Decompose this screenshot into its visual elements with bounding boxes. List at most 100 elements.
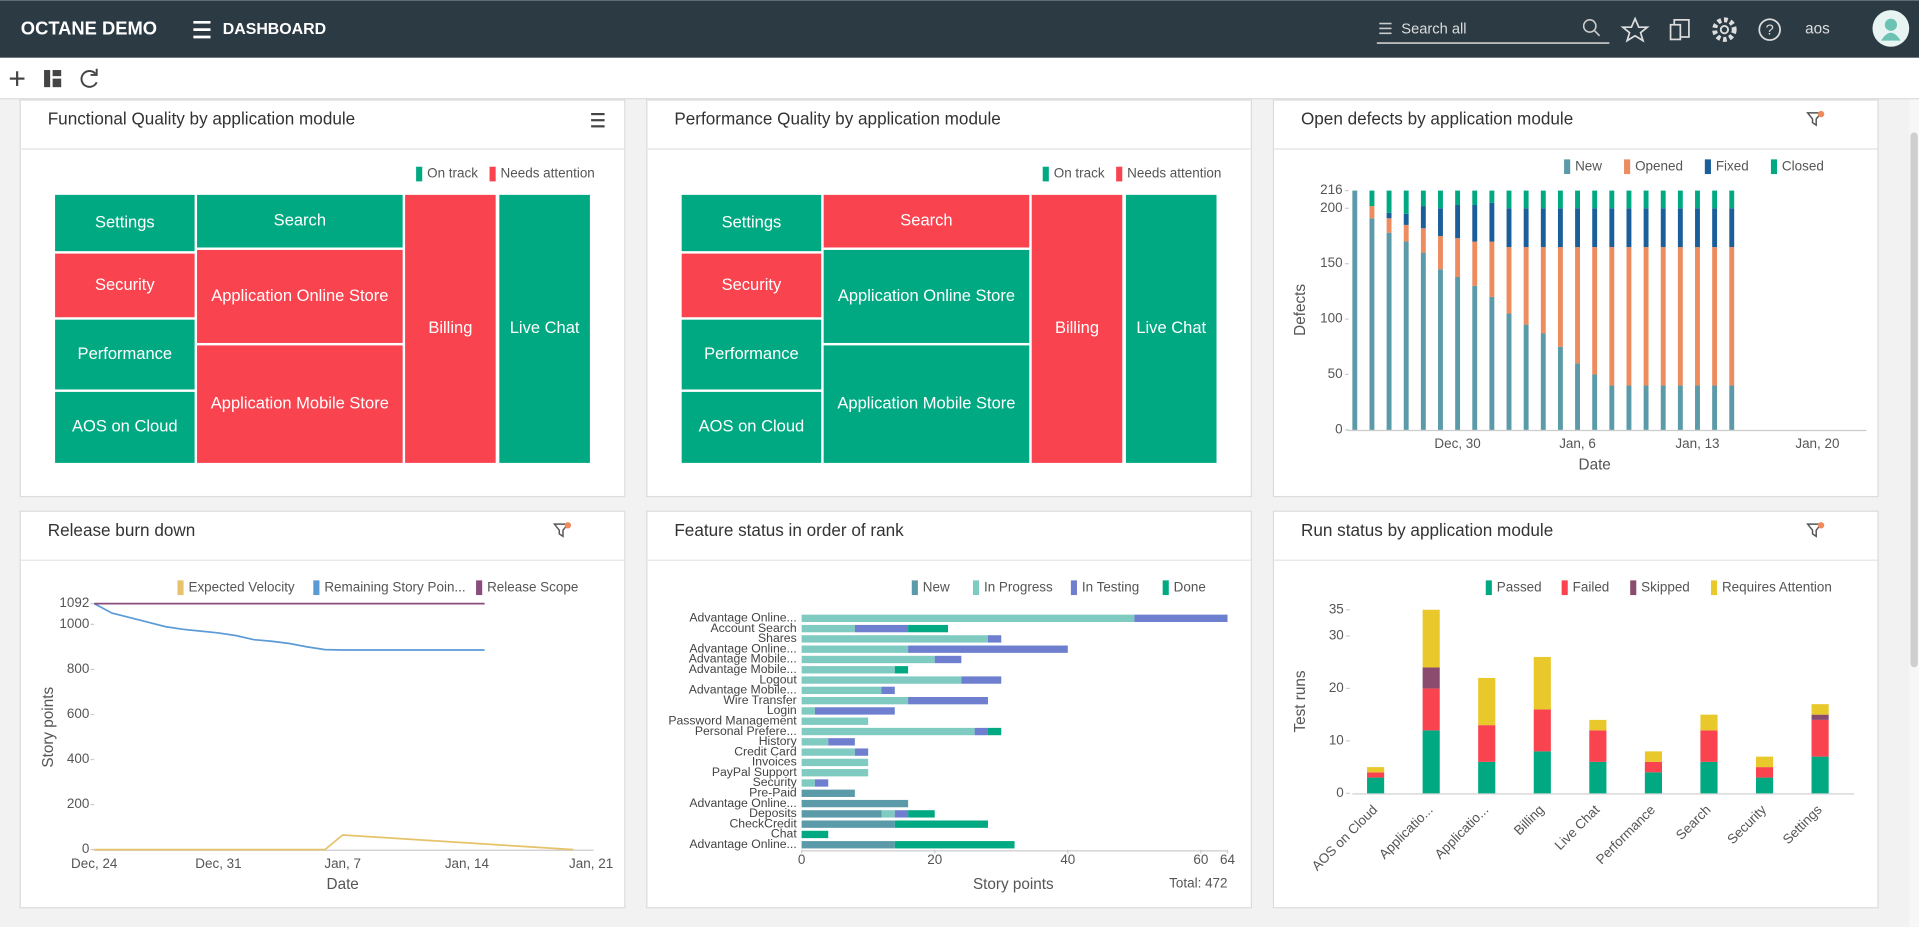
bar-segment[interactable]	[854, 748, 869, 756]
bar-segment[interactable]	[961, 676, 1002, 684]
bar-segment[interactable]	[1472, 204, 1478, 242]
bar-segment[interactable]	[1677, 190, 1683, 209]
bar-segment[interactable]	[894, 666, 909, 674]
bar-segment[interactable]	[801, 738, 829, 746]
bar-segment[interactable]	[1489, 190, 1495, 203]
bar-segment[interactable]	[1712, 190, 1718, 209]
bar-segment[interactable]	[1575, 363, 1580, 430]
bar-segment[interactable]	[1677, 247, 1683, 386]
widget-filter-icon[interactable]	[1806, 110, 1825, 127]
bar-segment[interactable]	[1660, 208, 1666, 248]
bar-segment[interactable]	[1422, 667, 1440, 689]
bar-segment[interactable]	[1422, 730, 1440, 794]
bar-segment[interactable]	[1557, 247, 1563, 347]
bar-segment[interactable]	[1700, 761, 1718, 794]
bar-segment[interactable]	[894, 841, 1015, 849]
treemap-cell[interactable]	[1125, 194, 1217, 463]
bar-segment[interactable]	[1575, 247, 1580, 364]
bar-segment[interactable]	[1811, 719, 1829, 757]
add-widget-button[interactable]	[9, 71, 25, 86]
bar-segment[interactable]	[1592, 190, 1598, 209]
bar-segment[interactable]	[1478, 761, 1496, 794]
search-input[interactable]: Search all	[1401, 22, 1466, 38]
bar-segment[interactable]	[1626, 385, 1632, 430]
bar-segment[interactable]	[1403, 190, 1409, 214]
bar-segment[interactable]	[1811, 714, 1829, 720]
bar-segment[interactable]	[974, 727, 988, 736]
bar-segment[interactable]	[1506, 313, 1512, 430]
bar-segment[interactable]	[1386, 212, 1392, 219]
bar-segment[interactable]	[801, 727, 975, 736]
refresh-button[interactable]	[80, 68, 98, 88]
bar-segment[interactable]	[1592, 374, 1598, 430]
help-icon[interactable]: ?	[1758, 18, 1781, 41]
bar-segment[interactable]	[1455, 204, 1461, 239]
bar-segment[interactable]	[881, 686, 895, 695]
bar-segment[interactable]	[801, 635, 988, 643]
bar-segment[interactable]	[814, 779, 829, 787]
bar-segment[interactable]	[1592, 208, 1598, 248]
settings-icon[interactable]	[1712, 17, 1737, 42]
bar-segment[interactable]	[1420, 228, 1426, 253]
layout-button[interactable]	[44, 70, 62, 88]
app-title[interactable]: OCTANE DEMO	[21, 17, 157, 38]
bar-segment[interactable]	[1506, 208, 1512, 248]
bar-segment[interactable]	[1695, 247, 1700, 386]
treemap-cell[interactable]	[197, 345, 403, 463]
widget-filter-icon[interactable]	[1806, 522, 1825, 538]
bar-segment[interactable]	[1523, 208, 1529, 248]
bar-segment[interactable]	[908, 645, 1068, 653]
series-line[interactable]	[94, 834, 574, 851]
bar-segment[interactable]	[801, 830, 829, 839]
bar-segment[interactable]	[1438, 269, 1443, 430]
bar-segment[interactable]	[1420, 190, 1426, 207]
bar-segment[interactable]	[1533, 751, 1551, 794]
bar-segment[interactable]	[1811, 704, 1829, 715]
bar-segment[interactable]	[1644, 772, 1662, 794]
bar-segment[interactable]	[908, 696, 988, 705]
bar-segment[interactable]	[1660, 385, 1666, 430]
bar-segment[interactable]	[1626, 247, 1632, 386]
bar-segment[interactable]	[1422, 688, 1440, 731]
bar-segment[interactable]	[1589, 761, 1607, 794]
treemap-cell[interactable]	[55, 319, 195, 390]
bar-segment[interactable]	[1575, 190, 1580, 209]
bar-segment[interactable]	[1755, 777, 1774, 794]
bar-segment[interactable]	[1533, 656, 1551, 710]
treemap-cell[interactable]	[1031, 194, 1123, 463]
treemap-cell[interactable]	[197, 249, 403, 343]
bar-segment[interactable]	[1455, 238, 1461, 277]
bar-segment[interactable]	[1472, 285, 1478, 430]
bar-segment[interactable]	[894, 820, 988, 828]
bar-segment[interactable]	[1352, 190, 1358, 430]
treemap-cell[interactable]	[405, 194, 496, 463]
bar-segment[interactable]	[1478, 725, 1496, 762]
bar-segment[interactable]	[854, 624, 909, 633]
scrollbar-thumb[interactable]	[1910, 132, 1918, 668]
bar-segment[interactable]	[1592, 247, 1598, 375]
bar-segment[interactable]	[1455, 276, 1461, 430]
bar-segment[interactable]	[801, 841, 895, 849]
bar-segment[interactable]	[801, 799, 909, 808]
bar-segment[interactable]	[1455, 190, 1461, 205]
treemap-cell[interactable]	[823, 249, 1030, 343]
user-name[interactable]: aos	[1805, 21, 1830, 38]
treemap-cell[interactable]	[823, 194, 1030, 248]
bar-segment[interactable]	[1695, 208, 1700, 248]
bar-segment[interactable]	[801, 645, 909, 653]
bar-segment[interactable]	[801, 810, 882, 818]
bar-segment[interactable]	[1609, 208, 1615, 248]
nav-dashboard[interactable]: DASHBOARD	[223, 21, 326, 38]
bar-segment[interactable]	[1643, 385, 1649, 430]
bar-segment[interactable]	[801, 624, 855, 633]
bar-segment[interactable]	[1755, 767, 1774, 778]
bar-segment[interactable]	[1557, 346, 1563, 430]
bar-segment[interactable]	[1367, 777, 1385, 794]
favorites-icon[interactable]	[1620, 16, 1650, 43]
bar-segment[interactable]	[1712, 208, 1718, 248]
bar-segment[interactable]	[1533, 709, 1551, 752]
bar-segment[interactable]	[1489, 241, 1495, 297]
bar-segment[interactable]	[1644, 751, 1662, 762]
bar-segment[interactable]	[1369, 206, 1375, 219]
bar-segment[interactable]	[1523, 190, 1529, 209]
